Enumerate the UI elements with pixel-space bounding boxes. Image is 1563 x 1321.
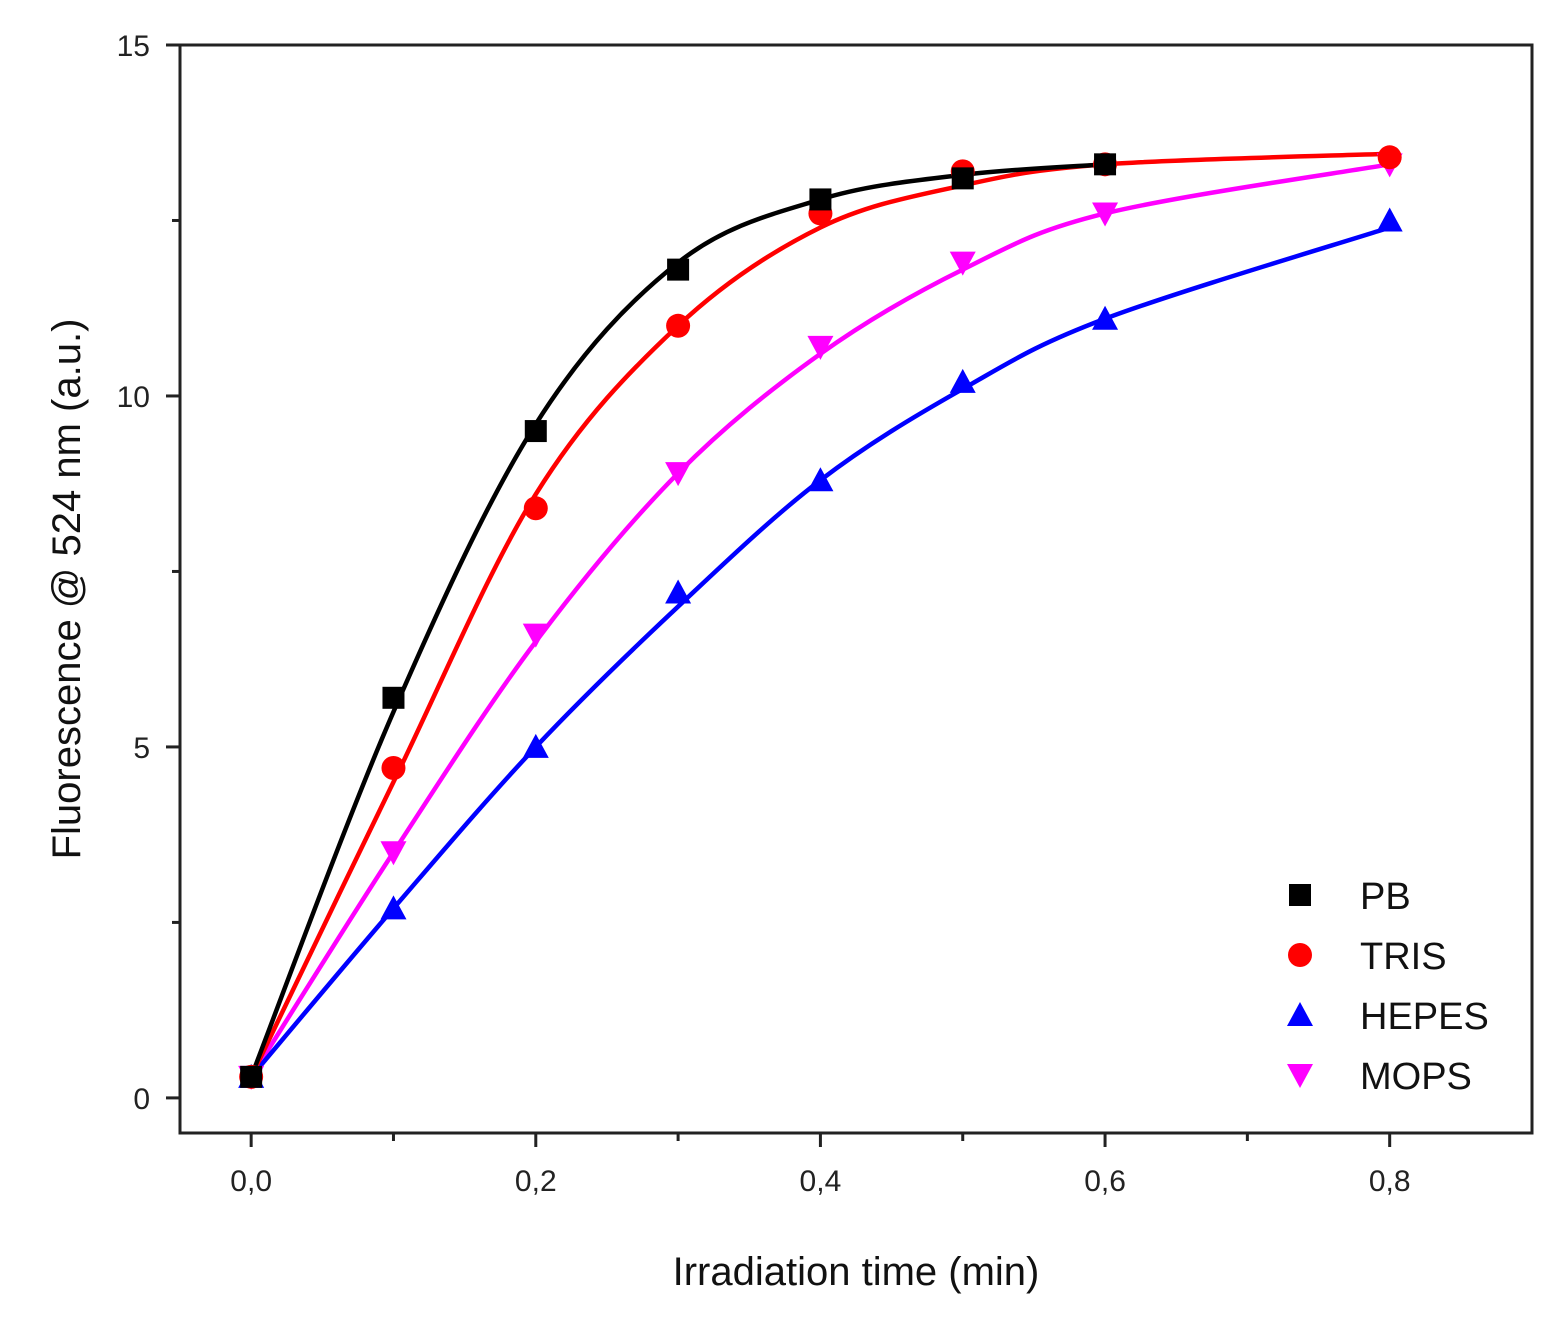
data-point-pb bbox=[809, 188, 832, 211]
legend-marker-mops bbox=[1287, 1064, 1313, 1088]
data-point-hepes bbox=[380, 895, 407, 920]
data-point-tris bbox=[523, 496, 548, 521]
data-point-pb bbox=[240, 1065, 263, 1088]
x-tick-label: 0,8 bbox=[1369, 1165, 1411, 1198]
legend: PB TRIS HEPES MOPS bbox=[1287, 876, 1489, 1098]
data-point-mops bbox=[522, 623, 549, 648]
y-axis-title: Fluorescence @ 524 nm (a.u.) bbox=[45, 319, 89, 860]
data-point-hepes bbox=[807, 467, 834, 492]
data-point-hepes bbox=[522, 733, 549, 758]
x-tick-label: 0,4 bbox=[800, 1165, 842, 1198]
legend-label-pb: PB bbox=[1360, 876, 1411, 918]
x-tick-label: 0,6 bbox=[1084, 1165, 1126, 1198]
data-point-tris bbox=[381, 755, 406, 780]
data-point-mops bbox=[949, 251, 976, 276]
data-point-mops bbox=[665, 462, 692, 487]
data-point-pb bbox=[524, 420, 547, 443]
legend-marker-hepes bbox=[1287, 1002, 1313, 1026]
data-point-mops bbox=[1092, 202, 1119, 227]
data-point-hepes bbox=[1092, 305, 1119, 330]
data-point-tris bbox=[1377, 145, 1402, 170]
data-point-hepes bbox=[949, 368, 976, 393]
data-point-mops bbox=[807, 335, 834, 360]
data-point-mops bbox=[380, 841, 407, 866]
y-tick-label: 0 bbox=[133, 1083, 150, 1116]
x-axis-ticks: 0,0 0,2 0,4 0,6 0,8 bbox=[230, 1133, 1411, 1198]
data-markers bbox=[238, 145, 1403, 1090]
data-point-pb bbox=[1094, 153, 1117, 176]
y-tick-label: 15 bbox=[117, 30, 150, 63]
x-tick-label: 0,2 bbox=[515, 1165, 557, 1198]
fit-curve-pb bbox=[249, 162, 1106, 1078]
x-tick-label: 0,0 bbox=[230, 1165, 272, 1198]
data-point-tris bbox=[666, 313, 691, 338]
legend-label-tris: TRIS bbox=[1360, 936, 1447, 978]
legend-label-mops: MOPS bbox=[1360, 1056, 1472, 1098]
y-axis-ticks: 0 5 10 15 bbox=[117, 30, 180, 1116]
y-tick-label: 10 bbox=[117, 381, 150, 414]
y-tick-label: 5 bbox=[133, 732, 150, 765]
legend-label-hepes: HEPES bbox=[1360, 996, 1489, 1038]
legend-marker-tris bbox=[1288, 943, 1312, 967]
data-point-pb bbox=[382, 686, 405, 709]
data-point-hepes bbox=[1376, 207, 1403, 232]
legend-marker-pb bbox=[1289, 884, 1311, 906]
plot-frame bbox=[178, 43, 1534, 1135]
data-point-pb bbox=[951, 167, 974, 190]
x-axis-title: Irradiation time (min) bbox=[673, 1250, 1040, 1294]
data-point-pb bbox=[667, 258, 690, 281]
data-point-hepes bbox=[665, 579, 692, 604]
